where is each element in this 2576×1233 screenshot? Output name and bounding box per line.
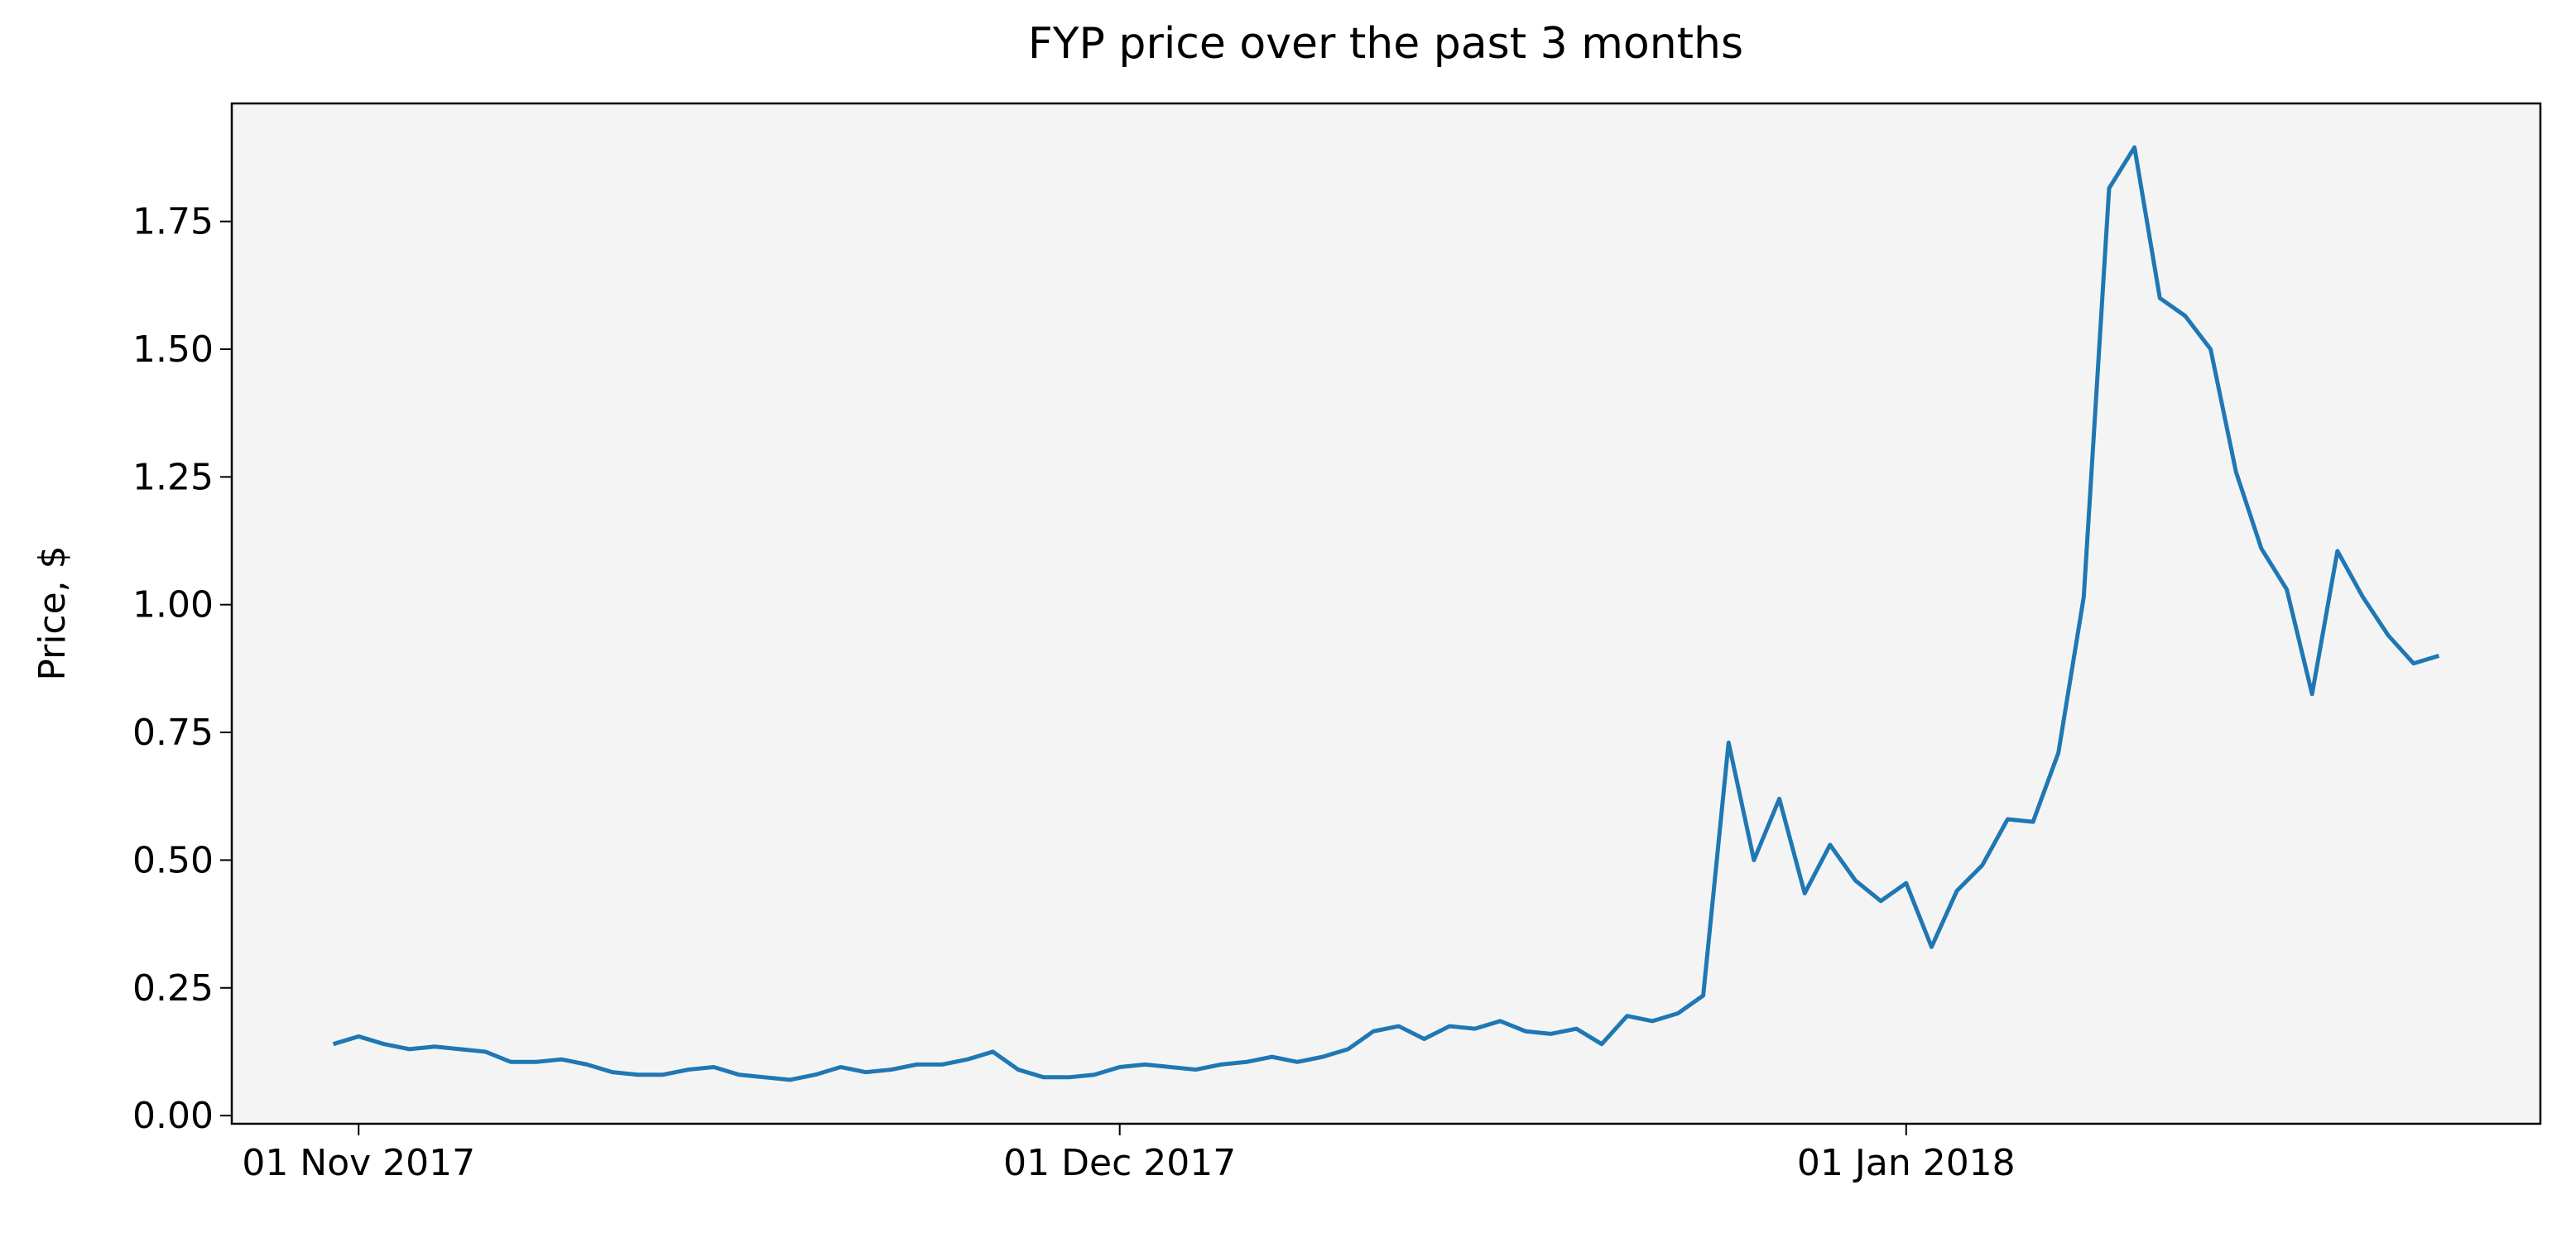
x-tick-label: 01 Dec 2017 [1003,1142,1236,1184]
chart-title: FYP price over the past 3 months [1028,19,1743,69]
y-tick-label: 1.25 [132,456,214,498]
plot-frame [230,102,2542,1125]
y-tick-label: 1.00 [132,584,214,626]
y-tick-label: 1.50 [132,329,214,371]
x-tick-label: 01 Nov 2017 [242,1142,475,1184]
y-axis-label: Price, $ [31,545,74,680]
y-tick-label: 0.25 [132,967,214,1010]
y-tick-label: 0.00 [132,1095,214,1137]
x-tick-label: 01 Jan 2018 [1797,1142,2016,1184]
y-tick-label: 0.50 [132,839,214,881]
y-tick-label: 0.75 [132,712,214,754]
price-line [332,145,2440,1082]
y-tick-label: 1.75 [132,201,214,243]
plot-background [232,103,2540,1124]
